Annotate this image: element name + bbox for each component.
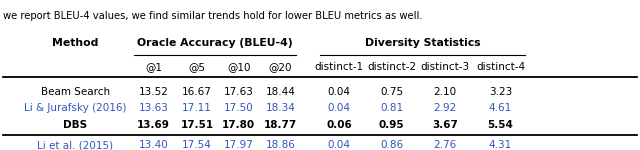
Text: distinct-2: distinct-2 bbox=[367, 62, 416, 72]
Text: 0.04: 0.04 bbox=[328, 103, 351, 113]
Text: 0.86: 0.86 bbox=[380, 141, 403, 150]
Text: distinct-3: distinct-3 bbox=[420, 62, 469, 72]
Text: 3.67: 3.67 bbox=[432, 120, 458, 129]
Text: 3.23: 3.23 bbox=[489, 87, 512, 97]
Text: 13.52: 13.52 bbox=[139, 87, 168, 97]
Text: 0.75: 0.75 bbox=[380, 87, 403, 97]
Text: 2.76: 2.76 bbox=[433, 141, 456, 150]
Text: Li et al. (2015): Li et al. (2015) bbox=[38, 141, 113, 150]
Text: @20: @20 bbox=[269, 62, 292, 72]
Text: 0.06: 0.06 bbox=[326, 120, 352, 129]
Text: 2.10: 2.10 bbox=[433, 87, 456, 97]
Text: distinct-1: distinct-1 bbox=[315, 62, 364, 72]
Text: 17.63: 17.63 bbox=[224, 87, 253, 97]
Text: 0.81: 0.81 bbox=[380, 103, 403, 113]
Text: 17.51: 17.51 bbox=[180, 120, 214, 129]
Text: 18.86: 18.86 bbox=[266, 141, 295, 150]
Text: 13.69: 13.69 bbox=[137, 120, 170, 129]
Text: 17.80: 17.80 bbox=[222, 120, 255, 129]
Text: distinct-4: distinct-4 bbox=[476, 62, 525, 72]
Text: we report BLEU-4 values, we find similar trends hold for lower BLEU metrics as w: we report BLEU-4 values, we find similar… bbox=[3, 11, 423, 21]
Text: 18.34: 18.34 bbox=[266, 103, 295, 113]
Text: 17.97: 17.97 bbox=[224, 141, 253, 150]
Text: 0.04: 0.04 bbox=[328, 141, 351, 150]
Text: 16.67: 16.67 bbox=[182, 87, 212, 97]
Text: 18.77: 18.77 bbox=[264, 120, 297, 129]
Text: 5.54: 5.54 bbox=[488, 120, 513, 129]
Text: 0.95: 0.95 bbox=[379, 120, 404, 129]
Text: 17.54: 17.54 bbox=[182, 141, 212, 150]
Text: 13.40: 13.40 bbox=[139, 141, 168, 150]
Text: 4.31: 4.31 bbox=[489, 141, 512, 150]
Text: Oracle Accuracy (BLEU-4): Oracle Accuracy (BLEU-4) bbox=[137, 38, 293, 48]
Text: 2.92: 2.92 bbox=[433, 103, 456, 113]
Text: Diversity Statistics: Diversity Statistics bbox=[365, 38, 480, 48]
Text: @5: @5 bbox=[189, 62, 205, 72]
Text: Beam Search: Beam Search bbox=[41, 87, 110, 97]
Text: 13.63: 13.63 bbox=[139, 103, 168, 113]
Text: Method: Method bbox=[52, 38, 99, 48]
Text: @1: @1 bbox=[145, 62, 162, 72]
Text: Li & Jurafsky (2016): Li & Jurafsky (2016) bbox=[24, 103, 127, 113]
Text: 0.04: 0.04 bbox=[328, 87, 351, 97]
Text: 4.61: 4.61 bbox=[489, 103, 512, 113]
Text: @10: @10 bbox=[227, 62, 250, 72]
Text: 17.11: 17.11 bbox=[182, 103, 212, 113]
Text: 17.50: 17.50 bbox=[224, 103, 253, 113]
Text: DBS: DBS bbox=[63, 120, 88, 129]
Text: 18.44: 18.44 bbox=[266, 87, 295, 97]
